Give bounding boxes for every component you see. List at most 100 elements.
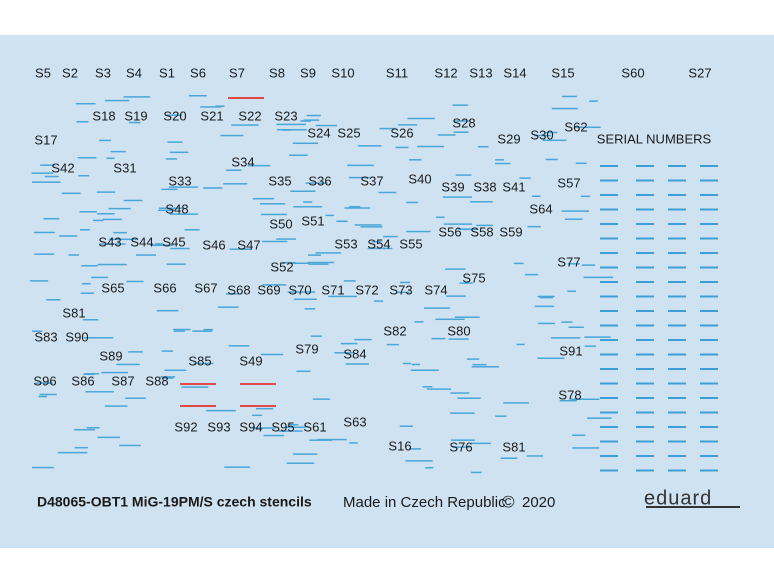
- stencil: [567, 263, 580, 265]
- stencil: [452, 446, 471, 448]
- serial-mark: [636, 266, 654, 269]
- stencil: [411, 363, 420, 366]
- stencil: [531, 195, 541, 197]
- serial-mark: [700, 426, 718, 428]
- stencil: [116, 363, 140, 366]
- stencil: [155, 243, 164, 245]
- stencil: [357, 145, 382, 147]
- stencil: [584, 336, 611, 338]
- decal-label: S25: [337, 125, 360, 140]
- serial-mark: [600, 368, 618, 370]
- serial-mark: [600, 382, 618, 385]
- stencil: [125, 397, 146, 399]
- serial-mark: [636, 440, 654, 443]
- stencil: [315, 124, 338, 127]
- stencil: [307, 261, 335, 264]
- decal-label: S40: [408, 171, 431, 186]
- decal-label: S24: [307, 125, 330, 140]
- stencil: [97, 213, 115, 215]
- serial-mark: [636, 411, 654, 414]
- serial-mark: [600, 324, 618, 327]
- stencil: [184, 229, 200, 231]
- stencil: [44, 175, 59, 178]
- decal-label: S16: [388, 438, 411, 453]
- serial-mark: [700, 208, 718, 211]
- stencil: [516, 343, 525, 346]
- stencil: [454, 316, 480, 318]
- serial-mark: [700, 455, 718, 457]
- stencil: [519, 177, 531, 179]
- decal-label: S61: [303, 419, 326, 434]
- stencil: [123, 199, 143, 202]
- decal-label: S95: [271, 419, 294, 434]
- stencil: [217, 306, 239, 308]
- decal-label: S79: [295, 341, 318, 356]
- stencil: [193, 362, 214, 365]
- decal-label: S33: [168, 173, 191, 188]
- stencil: [386, 343, 399, 346]
- stencil: [290, 190, 316, 193]
- stencil: [303, 201, 313, 203]
- serial-mark: [668, 397, 686, 399]
- stencil: [58, 451, 88, 454]
- serial-mark: [600, 252, 618, 254]
- stencil: [451, 439, 475, 441]
- serial-mark: [668, 179, 686, 182]
- decal-label: S65: [101, 280, 124, 295]
- stencil: [559, 399, 577, 402]
- decal-label: S8: [269, 65, 285, 80]
- stencil: [443, 223, 473, 225]
- stencil: [476, 224, 493, 227]
- serial-mark: [636, 353, 654, 356]
- stencil: [68, 254, 79, 256]
- serial-mark: [668, 440, 686, 443]
- serial-mark: [668, 411, 686, 414]
- stencil: [101, 371, 128, 374]
- serial-mark: [636, 281, 654, 283]
- red-stencil: [240, 383, 276, 385]
- stencil: [477, 145, 489, 148]
- stencil: [86, 427, 100, 429]
- decal-label: S22: [238, 108, 261, 123]
- decal-label: S71: [321, 282, 344, 297]
- stencil: [162, 377, 174, 379]
- stencil: [109, 238, 138, 241]
- stencil: [572, 434, 586, 437]
- stencil: [317, 438, 347, 441]
- serial-mark: [636, 368, 654, 370]
- serial-mark: [600, 223, 618, 225]
- stencil: [161, 188, 178, 191]
- serial-mark: [700, 252, 718, 254]
- decal-label: S5: [35, 65, 51, 80]
- stencil: [446, 295, 466, 297]
- serial-mark: [700, 353, 718, 356]
- decal-label: S26: [390, 125, 413, 140]
- serial-mark: [636, 339, 654, 341]
- red-stencil: [228, 97, 264, 99]
- stencil: [336, 220, 348, 223]
- stencil: [360, 226, 383, 228]
- decal-label: S49: [239, 353, 262, 368]
- stencil: [33, 231, 55, 234]
- copyright: ©: [502, 492, 515, 511]
- serial-mark: [600, 194, 618, 196]
- serial-mark: [700, 295, 718, 298]
- stencil: [572, 447, 600, 449]
- stencil: [81, 283, 91, 285]
- stencil: [534, 134, 552, 137]
- stencil: [470, 201, 493, 203]
- stencil: [348, 205, 361, 208]
- decal-label: S17: [34, 132, 57, 147]
- stencil: [32, 330, 43, 332]
- decal-label: S58: [470, 224, 493, 239]
- decal-label: S82: [383, 323, 406, 338]
- stencil: [164, 369, 187, 372]
- stencil: [252, 427, 277, 429]
- stencil: [345, 363, 369, 365]
- decal-label: S87: [111, 373, 134, 388]
- decal-label: S55: [399, 236, 422, 251]
- stencil: [435, 318, 465, 321]
- stencil: [99, 243, 126, 245]
- decal-label: S36: [308, 173, 331, 188]
